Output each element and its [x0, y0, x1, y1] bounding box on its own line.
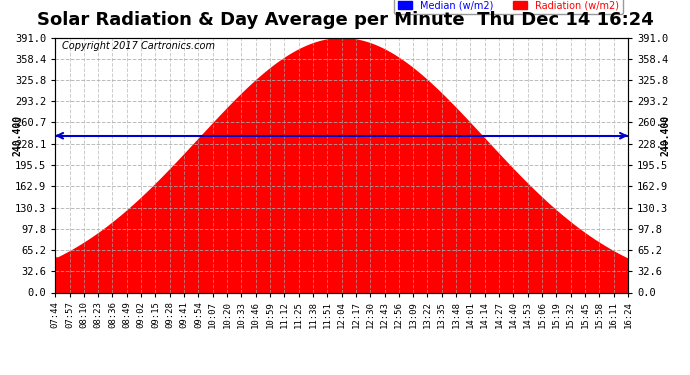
- Text: 240.400: 240.400: [13, 115, 23, 156]
- Text: Solar Radiation & Day Average per Minute  Thu Dec 14 16:24: Solar Radiation & Day Average per Minute…: [37, 11, 653, 29]
- Legend: Median (w/m2), Radiation (w/m2): Median (w/m2), Radiation (w/m2): [394, 0, 623, 14]
- Text: Copyright 2017 Cartronics.com: Copyright 2017 Cartronics.com: [62, 41, 215, 51]
- Text: 240.400: 240.400: [660, 115, 670, 156]
